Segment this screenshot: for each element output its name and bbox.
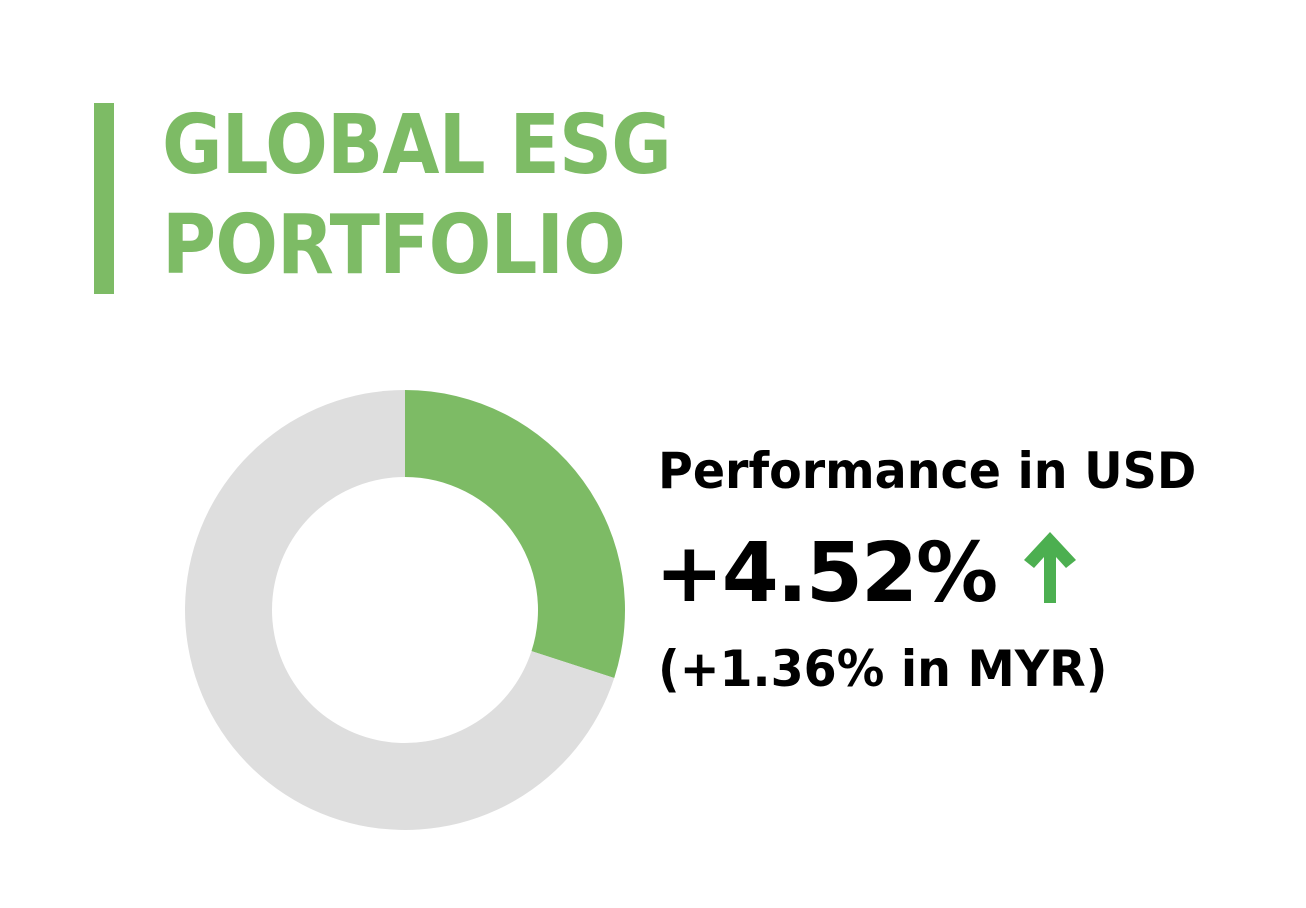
donut-slice-0 xyxy=(405,390,625,678)
performance-value: +4.52% xyxy=(655,526,998,621)
title-line-1: GLOBAL ESG xyxy=(162,98,672,193)
page-title: GLOBAL ESG PORTFOLIO xyxy=(162,96,672,296)
performance-myr: (+1.36% in MYR) xyxy=(658,640,1108,698)
donut-slice-1 xyxy=(185,390,615,830)
performance-label: Performance in USD xyxy=(658,442,1197,500)
arrow-up-icon xyxy=(1024,532,1076,603)
title-line-2: PORTFOLIO xyxy=(162,198,626,293)
title-accent-bar xyxy=(94,103,114,294)
